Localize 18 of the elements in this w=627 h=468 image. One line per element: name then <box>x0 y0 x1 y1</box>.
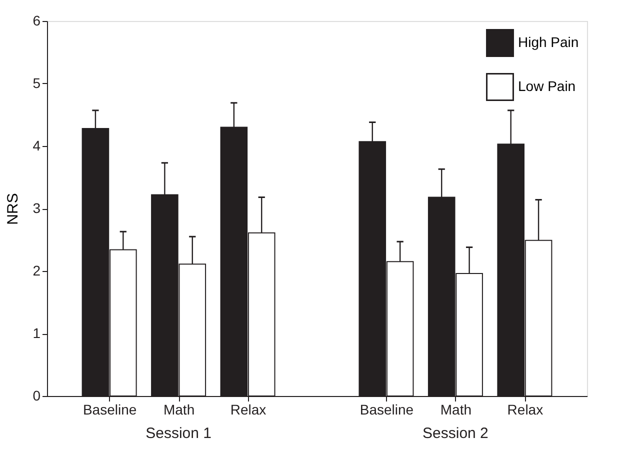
y-tick-label: 6 <box>32 12 41 28</box>
x-tick-label: Math <box>163 402 195 418</box>
y-axis-title: NRS <box>4 193 22 225</box>
y-tick-label: 0 <box>32 388 41 404</box>
x-tick-label: Baseline <box>360 402 414 418</box>
y-tick-label: 1 <box>32 325 41 341</box>
y-tick-label: 4 <box>32 138 41 154</box>
x-tick-label: Math <box>440 402 472 418</box>
text: Session 2 <box>422 425 488 442</box>
x-tick-label: Relax <box>230 402 266 418</box>
legend-label: High Pain <box>518 34 579 50</box>
y-tick-label: 2 <box>32 262 41 278</box>
legend-label: Low Pain <box>518 78 576 94</box>
x-tick-label: Relax <box>507 402 544 418</box>
x-tick-label: Baseline <box>82 402 137 418</box>
y-tick-label: 5 <box>32 75 41 91</box>
y-tick-label: 3 <box>32 200 41 216</box>
text: Session 1 <box>146 425 212 442</box>
